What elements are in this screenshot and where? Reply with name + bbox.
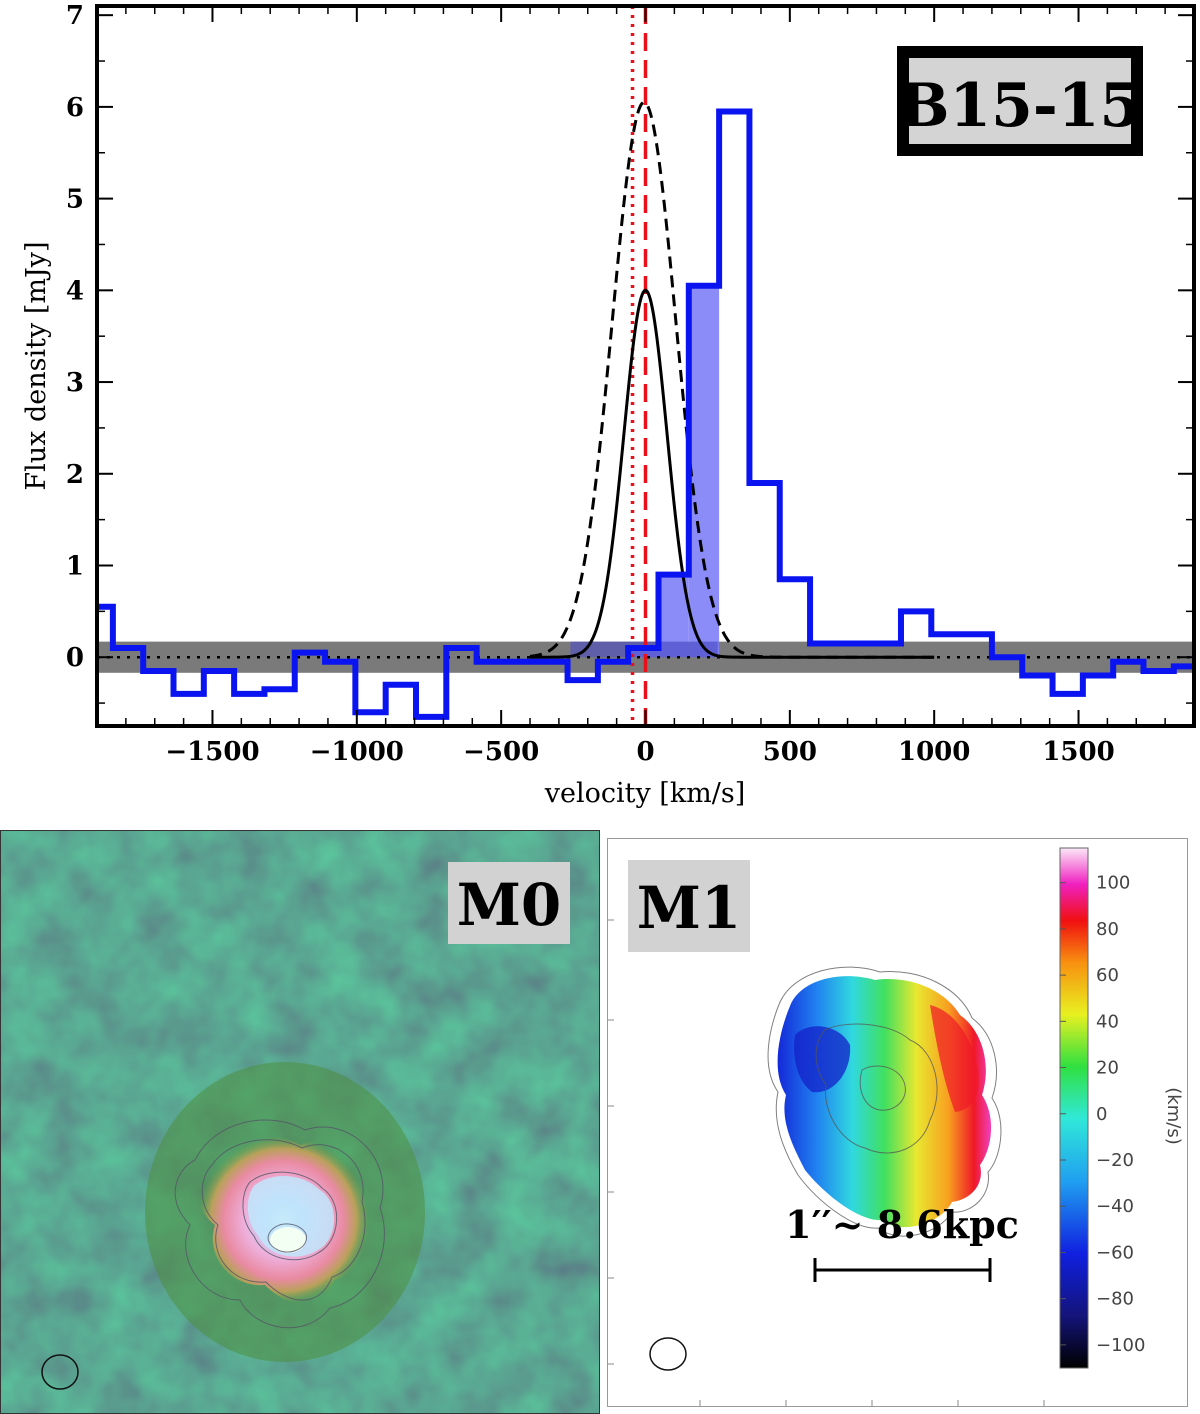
m1-contour-outer bbox=[767, 966, 1002, 1237]
y-tick-label: 5 bbox=[66, 185, 84, 215]
x-tick-label: 0 bbox=[636, 737, 654, 767]
colorbar-tick-label: 80 bbox=[1096, 919, 1119, 940]
m1-scale-bar-label: 1′′~ 8.6kpc bbox=[785, 1202, 1019, 1247]
colorbar-tick-label: 60 bbox=[1096, 965, 1119, 986]
y-tick-label: 3 bbox=[66, 368, 84, 398]
colorbar-tick-label: −60 bbox=[1096, 1242, 1134, 1263]
y-tick-label: 4 bbox=[66, 276, 84, 306]
m0-contour-outer bbox=[174, 1119, 385, 1329]
colorbar-tick-label: −80 bbox=[1096, 1289, 1134, 1310]
y-axis-title: Flux density [mJy] bbox=[21, 241, 52, 490]
m1-contour-inner bbox=[859, 1065, 906, 1111]
colorbar-tick-label: 100 bbox=[1096, 873, 1130, 894]
colorbar-tick-label: 0 bbox=[1096, 1104, 1107, 1125]
m0-contour-mid bbox=[201, 1139, 366, 1301]
spectrum-line bbox=[97, 108, 1194, 720]
y-tick-label: 2 bbox=[66, 460, 84, 490]
m0-peak bbox=[270, 1227, 306, 1253]
y-tick-label: 0 bbox=[66, 643, 84, 673]
m1-colorbar bbox=[1059, 847, 1089, 1369]
gaussian-fit-narrow bbox=[530, 288, 935, 659]
spectrum-fill-bin bbox=[688, 285, 720, 658]
x-tick-label: 1500 bbox=[1042, 737, 1114, 767]
m1-redshifted-lobe bbox=[930, 1005, 979, 1112]
y-tick-label: 7 bbox=[66, 1, 84, 31]
m0-beam-icon bbox=[41, 1354, 79, 1390]
m1-scale-bar bbox=[813, 1258, 992, 1282]
colorbar-tick-label: 40 bbox=[1096, 1011, 1119, 1032]
m0-label: M0 bbox=[457, 871, 562, 939]
gaussian-fit-total bbox=[529, 100, 935, 659]
moment-1-panel: M1 100 80 60 40 20 0 −20 −40 −60 −80 −100 (km/s) 1… bbox=[600, 830, 1200, 1414]
m1-label: M1 bbox=[637, 874, 742, 942]
x-tick-label: 500 bbox=[763, 737, 817, 767]
moment-0-panel: M0 bbox=[0, 830, 600, 1414]
m1-contour-mid bbox=[815, 1023, 938, 1154]
y-tick-label: 6 bbox=[66, 93, 84, 123]
m0-contour-inner bbox=[242, 1171, 337, 1261]
spectrum-chart: −1500 −1000 −500 0 500 1000 1500 0 1 2 3 4 5 6 7 velo… bbox=[21, 1, 1196, 809]
colorbar-tick-label: −20 bbox=[1096, 1150, 1134, 1171]
x-axis-title: velocity [km/s] bbox=[544, 778, 746, 809]
chart-title: B15-15 bbox=[899, 71, 1142, 141]
m1-beam-icon bbox=[649, 1337, 687, 1371]
x-tick-label: −1000 bbox=[310, 737, 404, 767]
m1-colorbar-label: (km/s) bbox=[1163, 1087, 1184, 1144]
colorbar-tick-label: 20 bbox=[1096, 1058, 1119, 1079]
title-box: B15-15 bbox=[897, 46, 1143, 156]
x-tick-label: 1000 bbox=[898, 737, 970, 767]
x-tick-label: −1500 bbox=[165, 737, 259, 767]
m1-blueshifted-lobe bbox=[794, 1026, 851, 1093]
y-tick-label: 1 bbox=[66, 551, 84, 581]
m0-contour-core bbox=[267, 1223, 307, 1253]
m0-core bbox=[247, 1175, 335, 1257]
colorbar-tick-label: −100 bbox=[1096, 1335, 1145, 1356]
x-tick-label: −500 bbox=[463, 737, 539, 767]
colorbar-tick-label: −40 bbox=[1096, 1196, 1134, 1217]
